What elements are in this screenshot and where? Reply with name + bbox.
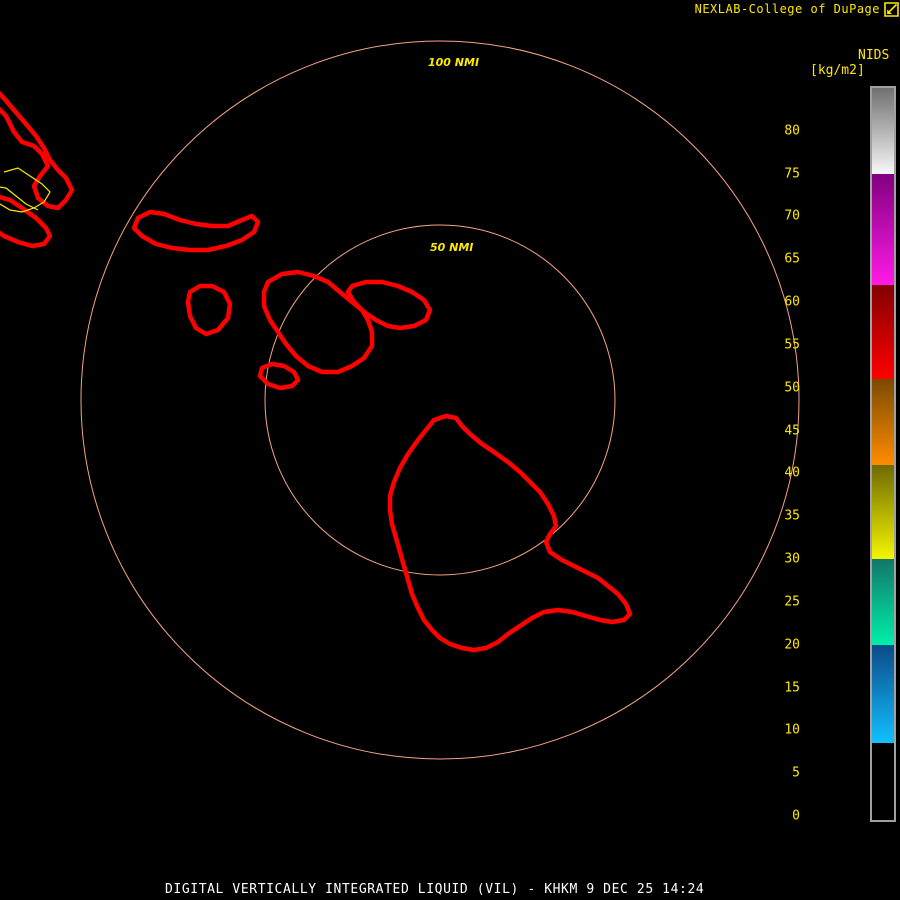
color-scale-tick-30: 30	[784, 551, 800, 567]
radar-canvas[interactable]: 100 NMI 50 NMI	[0, 20, 800, 880]
color-scale-tick-55: 55	[784, 337, 800, 353]
color-scale-tick-50: 50	[784, 380, 800, 396]
coastline-overlay	[0, 90, 633, 653]
island-kahoolawe	[257, 361, 301, 391]
color-band-teal-springgreen	[872, 559, 894, 645]
range-ring-100nmi	[80, 40, 800, 760]
color-band-brown-orange	[872, 379, 894, 465]
color-scale-tick-75: 75	[784, 166, 800, 182]
color-scale-tick-20: 20	[784, 637, 800, 653]
color-band-blue-cyan	[872, 644, 894, 744]
label-backdrop-50nmi	[424, 240, 472, 253]
color-scale-tick-5: 5	[792, 765, 800, 781]
legend-units-label: [kg/m2]	[810, 63, 865, 78]
color-scale-tick-35: 35	[784, 508, 800, 524]
island-kauai	[0, 90, 75, 211]
island-oahu	[131, 209, 261, 253]
color-band-dark-red-red	[872, 284, 894, 380]
footer-bar: DIGITAL VERTICALLY INTEGRATED LIQUID (VI…	[0, 878, 900, 900]
product-status-line: DIGITAL VERTICALLY INTEGRATED LIQUID (VI…	[165, 882, 705, 897]
color-scale-tick-10: 10	[784, 722, 800, 738]
range-ring-labels: 100 NMI 50 NMI	[422, 55, 479, 254]
island-molokai	[261, 269, 375, 375]
color-band-gray-white	[872, 88, 894, 174]
color-scale-tick-15: 15	[784, 680, 800, 696]
radar-map-panel[interactable]: 100 NMI 50 NMI	[0, 20, 800, 880]
color-scale-tick-45: 45	[784, 423, 800, 439]
range-ring-label-50nmi: 50 NMI	[430, 241, 473, 254]
county-boundary-overlay	[0, 167, 51, 213]
island-maui	[345, 279, 433, 331]
color-band-black-low	[872, 743, 894, 816]
color-scale-tick-70: 70	[784, 208, 800, 224]
legend-title: NIDS	[858, 48, 890, 63]
color-scale-tick-40: 40	[784, 465, 800, 481]
color-scale-legend: NIDS [kg/m2] 80 75 70 65 60 55 50 45 40 35 30 25 20 1…	[784, 20, 900, 824]
color-scale-tick-60: 60	[784, 294, 800, 310]
island-hawaii-big-island	[387, 413, 633, 653]
range-rings	[80, 40, 800, 760]
color-bar[interactable]	[870, 86, 896, 822]
range-ring-50nmi	[264, 224, 616, 576]
color-scale-tick-0: 0	[792, 808, 800, 824]
header-bar: NEXLAB-College of DuPage	[0, 0, 900, 20]
color-band-olive-yellow	[872, 464, 894, 560]
range-ring-label-100nmi: 100 NMI	[428, 56, 479, 69]
radar-background	[0, 20, 800, 880]
color-scale-tick-80: 80	[784, 123, 800, 139]
logo-mark-icon	[884, 2, 899, 17]
color-scale-tick-65: 65	[784, 251, 800, 267]
provider-label: NEXLAB-College of DuPage	[694, 2, 880, 16]
color-scale-tick-25: 25	[784, 594, 800, 610]
color-band-purple-magenta	[872, 173, 894, 285]
island-lanai	[185, 283, 233, 337]
label-backdrop-100nmi	[422, 55, 476, 68]
island-niihau	[0, 194, 53, 249]
